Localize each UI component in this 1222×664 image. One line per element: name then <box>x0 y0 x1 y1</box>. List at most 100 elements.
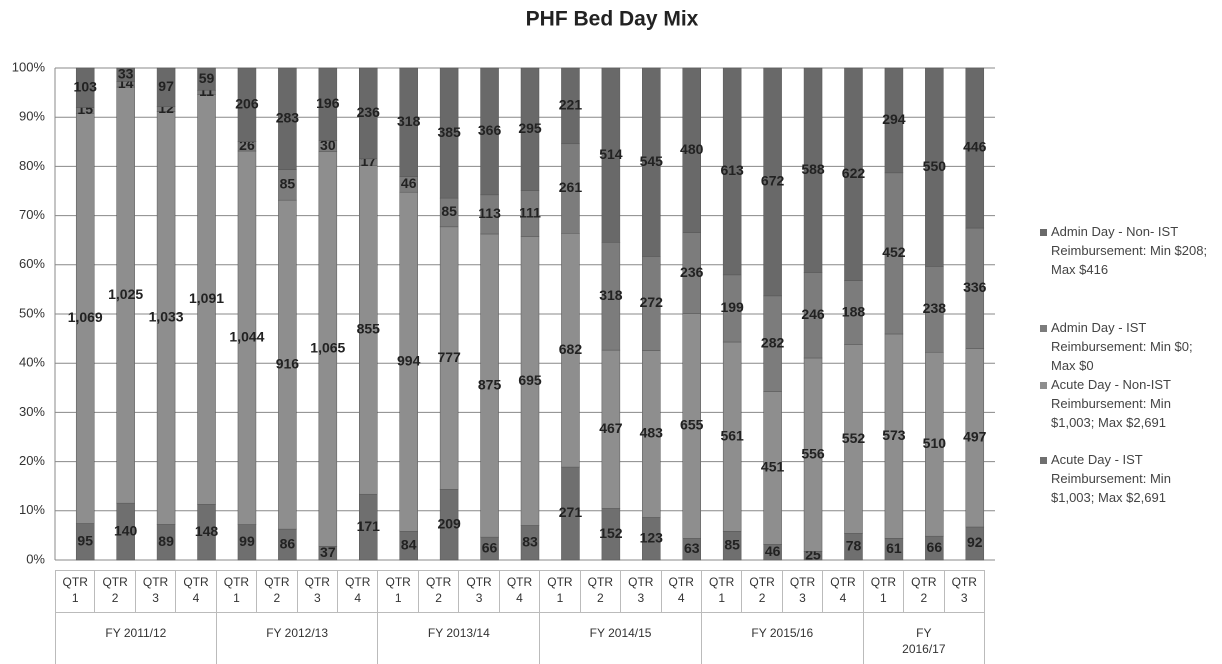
x-tick-label: QTR 1 <box>701 570 743 612</box>
x-tick-label: QTR 3 <box>297 570 339 612</box>
data-label: 66 <box>927 539 943 555</box>
data-label: 556 <box>801 445 825 461</box>
data-label: 95 <box>77 532 93 548</box>
bar-segment <box>763 67 782 297</box>
legend-label: Acute Day - Non-IST Reimbursement: Min $… <box>1051 377 1171 430</box>
data-label: 33 <box>118 65 134 81</box>
y-tick-label: 50% <box>19 305 45 320</box>
data-label: 85 <box>724 536 740 552</box>
data-label: 152 <box>599 525 623 541</box>
data-label: 271 <box>559 504 583 520</box>
data-label: 37 <box>320 544 336 560</box>
data-label: 46 <box>401 175 417 191</box>
x-tick-label: QTR 2 <box>742 570 783 612</box>
data-label: 238 <box>923 300 947 316</box>
bar-segment <box>642 67 661 257</box>
data-label: 103 <box>74 78 98 94</box>
y-tick-label: 20% <box>19 453 45 468</box>
x-tick-label: QTR 2 <box>95 570 136 612</box>
data-label: 336 <box>963 279 987 295</box>
data-label: 1,091 <box>189 290 224 306</box>
data-label: 510 <box>923 435 947 451</box>
y-tick-label: 10% <box>19 502 45 517</box>
y-tick-label: 40% <box>19 355 45 370</box>
data-label: 451 <box>761 459 785 475</box>
bar-segment <box>359 67 378 160</box>
bar-segment <box>75 67 95 108</box>
data-label: 66 <box>482 539 498 555</box>
x-tick-label: QTR 1 <box>216 570 258 612</box>
bar-segment <box>682 67 701 233</box>
group-label: FY 2014/15 <box>540 612 702 664</box>
data-label: 777 <box>437 349 461 365</box>
data-label: 140 <box>114 522 138 538</box>
legend-swatch <box>1040 229 1047 236</box>
bar-segment <box>722 67 742 276</box>
data-label: 206 <box>235 96 259 112</box>
data-label: 655 <box>680 417 704 433</box>
bar-segment <box>520 67 540 191</box>
data-label: 916 <box>276 355 300 371</box>
data-label: 467 <box>599 420 623 436</box>
x-tick-label: QTR 3 <box>782 570 824 612</box>
data-label: 85 <box>280 176 296 192</box>
x-tick-label: QTR 3 <box>459 570 500 612</box>
data-label: 261 <box>559 179 583 195</box>
data-label: 613 <box>720 162 744 178</box>
y-tick-label: 80% <box>19 158 45 173</box>
data-label: 483 <box>640 425 664 441</box>
data-label: 99 <box>239 533 255 549</box>
group-label: FY 2012/13 <box>216 612 379 664</box>
bar-segment <box>884 67 904 174</box>
x-tick-label: QTR 1 <box>55 570 96 612</box>
data-label: 552 <box>842 430 866 446</box>
bar-segment <box>965 67 985 229</box>
data-label: 63 <box>684 540 700 556</box>
x-tick-label: QTR 4 <box>823 570 864 612</box>
legend-label: Acute Day - IST Reimbursement: Min $1,00… <box>1051 452 1171 505</box>
data-label: 318 <box>599 287 623 303</box>
data-label: 318 <box>397 113 421 129</box>
bar-segment <box>601 67 621 243</box>
data-label: 385 <box>437 124 461 140</box>
data-label: 1,033 <box>149 309 184 325</box>
legend-swatch <box>1040 457 1047 464</box>
x-tick-label: QTR 2 <box>580 570 622 612</box>
x-tick-label: QTR 2 <box>257 570 298 612</box>
bar-segment <box>561 67 580 145</box>
x-tick-label: QTR 3 <box>135 570 177 612</box>
data-label: 236 <box>357 104 381 120</box>
data-label: 283 <box>276 110 300 126</box>
data-label: 497 <box>963 429 987 445</box>
x-tick-label: QTR 1 <box>540 570 581 612</box>
data-label: 86 <box>280 535 296 551</box>
group-label: FY 2016/17 <box>863 612 985 664</box>
y-tick-label: 100% <box>12 59 46 74</box>
data-label: 672 <box>761 173 785 189</box>
data-label: 246 <box>801 306 825 322</box>
group-label: FY 2011/12 <box>55 612 217 664</box>
bar-segment <box>399 67 418 177</box>
data-label: 514 <box>599 146 623 162</box>
data-label: 452 <box>882 244 906 260</box>
data-label: 855 <box>357 320 381 336</box>
data-label: 1,065 <box>310 340 345 356</box>
data-label: 295 <box>518 120 542 136</box>
data-label: 30 <box>320 137 336 153</box>
data-label: 573 <box>882 427 906 443</box>
data-label: 682 <box>559 341 583 357</box>
legend-label: Admin Day - IST Reimbursement: Min $0; M… <box>1051 320 1193 373</box>
data-label: 875 <box>478 376 502 392</box>
data-label: 92 <box>967 534 983 550</box>
x-tick-label: QTR 1 <box>378 570 419 612</box>
data-label: 85 <box>441 203 457 219</box>
data-label: 1,025 <box>108 286 143 302</box>
x-tick-label: QTR 4 <box>176 570 217 612</box>
chart-title: PHF Bed Day Mix <box>526 8 699 31</box>
data-label: 83 <box>522 533 538 549</box>
data-label: 1,069 <box>68 309 103 325</box>
data-label: 61 <box>886 540 902 556</box>
bar-segment <box>197 67 216 91</box>
data-label: 196 <box>316 95 340 111</box>
data-label: 59 <box>199 70 215 86</box>
